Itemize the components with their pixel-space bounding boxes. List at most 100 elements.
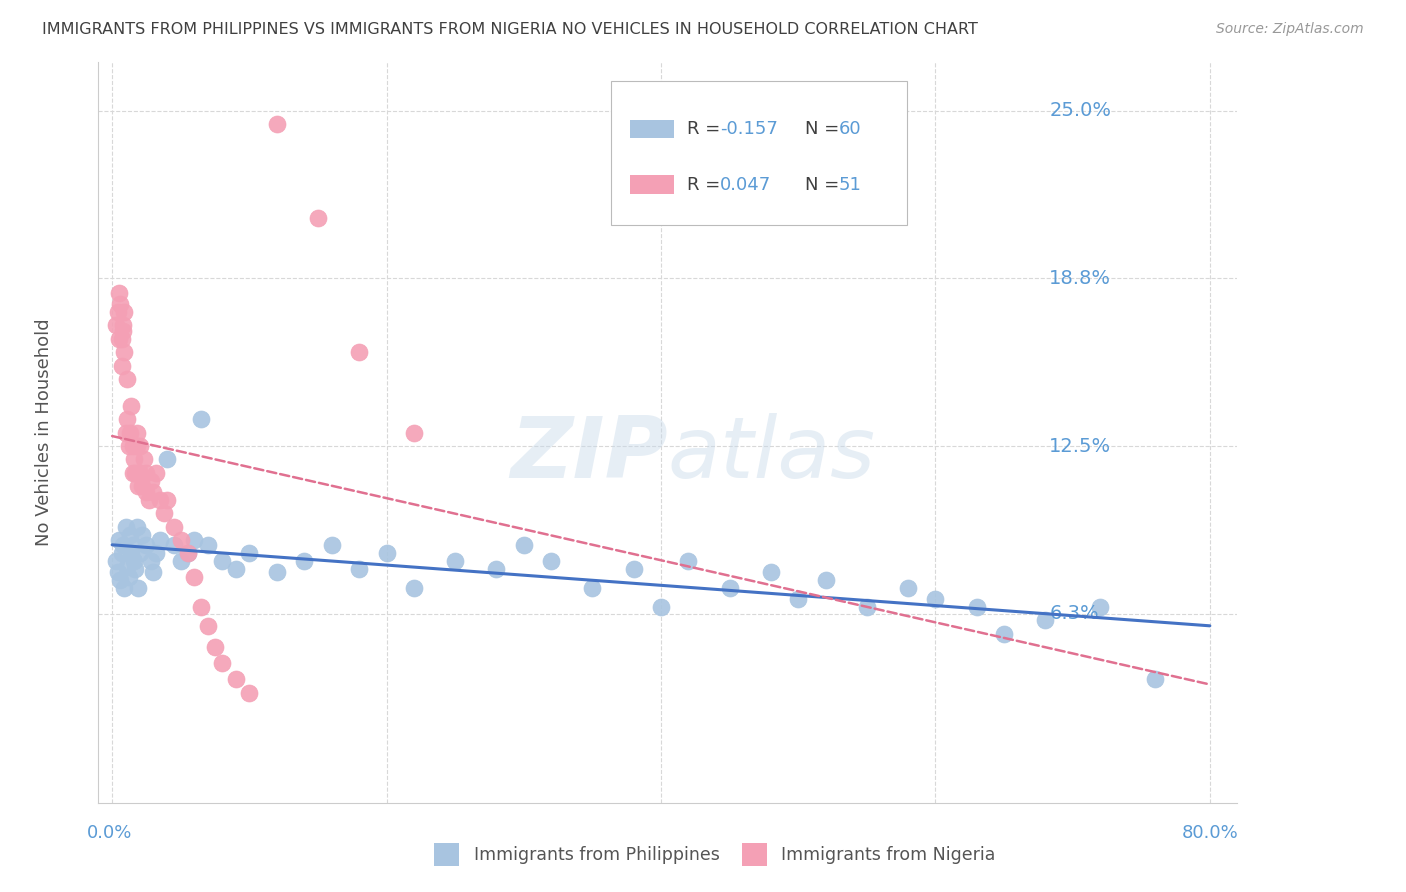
Point [145,466,167,480]
Point [856,599,879,614]
Point [678,554,700,568]
Point [225,562,247,576]
Point [120,399,142,413]
Point [1033,614,1056,628]
Point [718,581,741,595]
Text: Source: ZipAtlas.com: Source: ZipAtlas.com [1216,22,1364,37]
Point [115,372,138,386]
FancyBboxPatch shape [612,81,907,226]
Point [759,565,782,579]
Point [131,479,153,493]
Point [163,519,186,533]
Text: 60: 60 [839,120,862,138]
Point [125,439,148,453]
Point [238,686,260,700]
Point [114,581,136,595]
Point [108,332,131,346]
Point [149,533,172,547]
Point [149,492,172,507]
Text: 18.8%: 18.8% [1049,268,1111,288]
Point [156,452,179,467]
Point [135,484,157,499]
Point [197,619,219,633]
Point [105,318,128,333]
Text: N =: N = [804,120,845,138]
Text: 51: 51 [839,176,862,194]
Point [292,554,315,568]
Text: 6.3%: 6.3% [1049,604,1099,624]
Point [485,562,508,576]
Point [121,439,143,453]
Point [107,305,129,319]
Text: Immigrants from Philippines: Immigrants from Philippines [463,846,720,863]
Point [993,627,1015,641]
Point [176,546,198,560]
Point [581,581,603,595]
Point [115,559,138,574]
Point [190,599,212,614]
Point [183,533,205,547]
Point [125,425,148,440]
Point [135,538,157,552]
Point [307,211,329,225]
Point [513,538,536,552]
Point [321,538,343,552]
Point [127,479,149,493]
Point [623,562,645,576]
Point [142,484,165,499]
Bar [742,843,766,866]
Point [266,117,288,131]
Point [124,466,146,480]
Point [132,452,155,467]
Point [105,554,128,568]
Point [197,538,219,552]
Text: ZIP: ZIP [510,413,668,496]
Point [153,506,176,520]
Point [135,466,157,480]
Point [107,565,129,579]
Point [118,425,141,440]
Point [190,412,212,426]
Point [112,538,135,552]
Point [347,345,370,359]
Point [110,573,132,587]
Point [115,425,138,440]
Point [108,286,131,301]
Bar [630,120,673,138]
Point [125,519,148,533]
Text: R =: R = [688,120,727,138]
Text: N =: N = [804,176,845,194]
Point [139,474,162,488]
Point [108,533,131,547]
Point [966,599,988,614]
Point [128,466,150,480]
Point [897,581,920,595]
Point [118,527,141,541]
Bar [434,843,460,866]
Point [115,412,138,426]
Point [121,466,143,480]
Bar [630,176,673,194]
Point [128,546,150,560]
Point [183,570,205,584]
Point [117,570,139,584]
Point [120,546,142,560]
Point [156,492,179,507]
Point [121,538,143,552]
Point [170,533,193,547]
Point [163,538,186,552]
Point [814,573,837,587]
Point [111,359,134,373]
Point [204,640,226,655]
Point [122,554,145,568]
Point [266,565,288,579]
Text: R =: R = [688,176,727,194]
Point [402,581,425,595]
Point [114,345,136,359]
Point [142,565,165,579]
Point [444,554,467,568]
Point [924,591,946,606]
Point [139,554,162,568]
Text: IMMIGRANTS FROM PHILIPPINES VS IMMIGRANTS FROM NIGERIA NO VEHICLES IN HOUSEHOLD : IMMIGRANTS FROM PHILIPPINES VS IMMIGRANT… [42,22,979,37]
Point [112,324,135,338]
